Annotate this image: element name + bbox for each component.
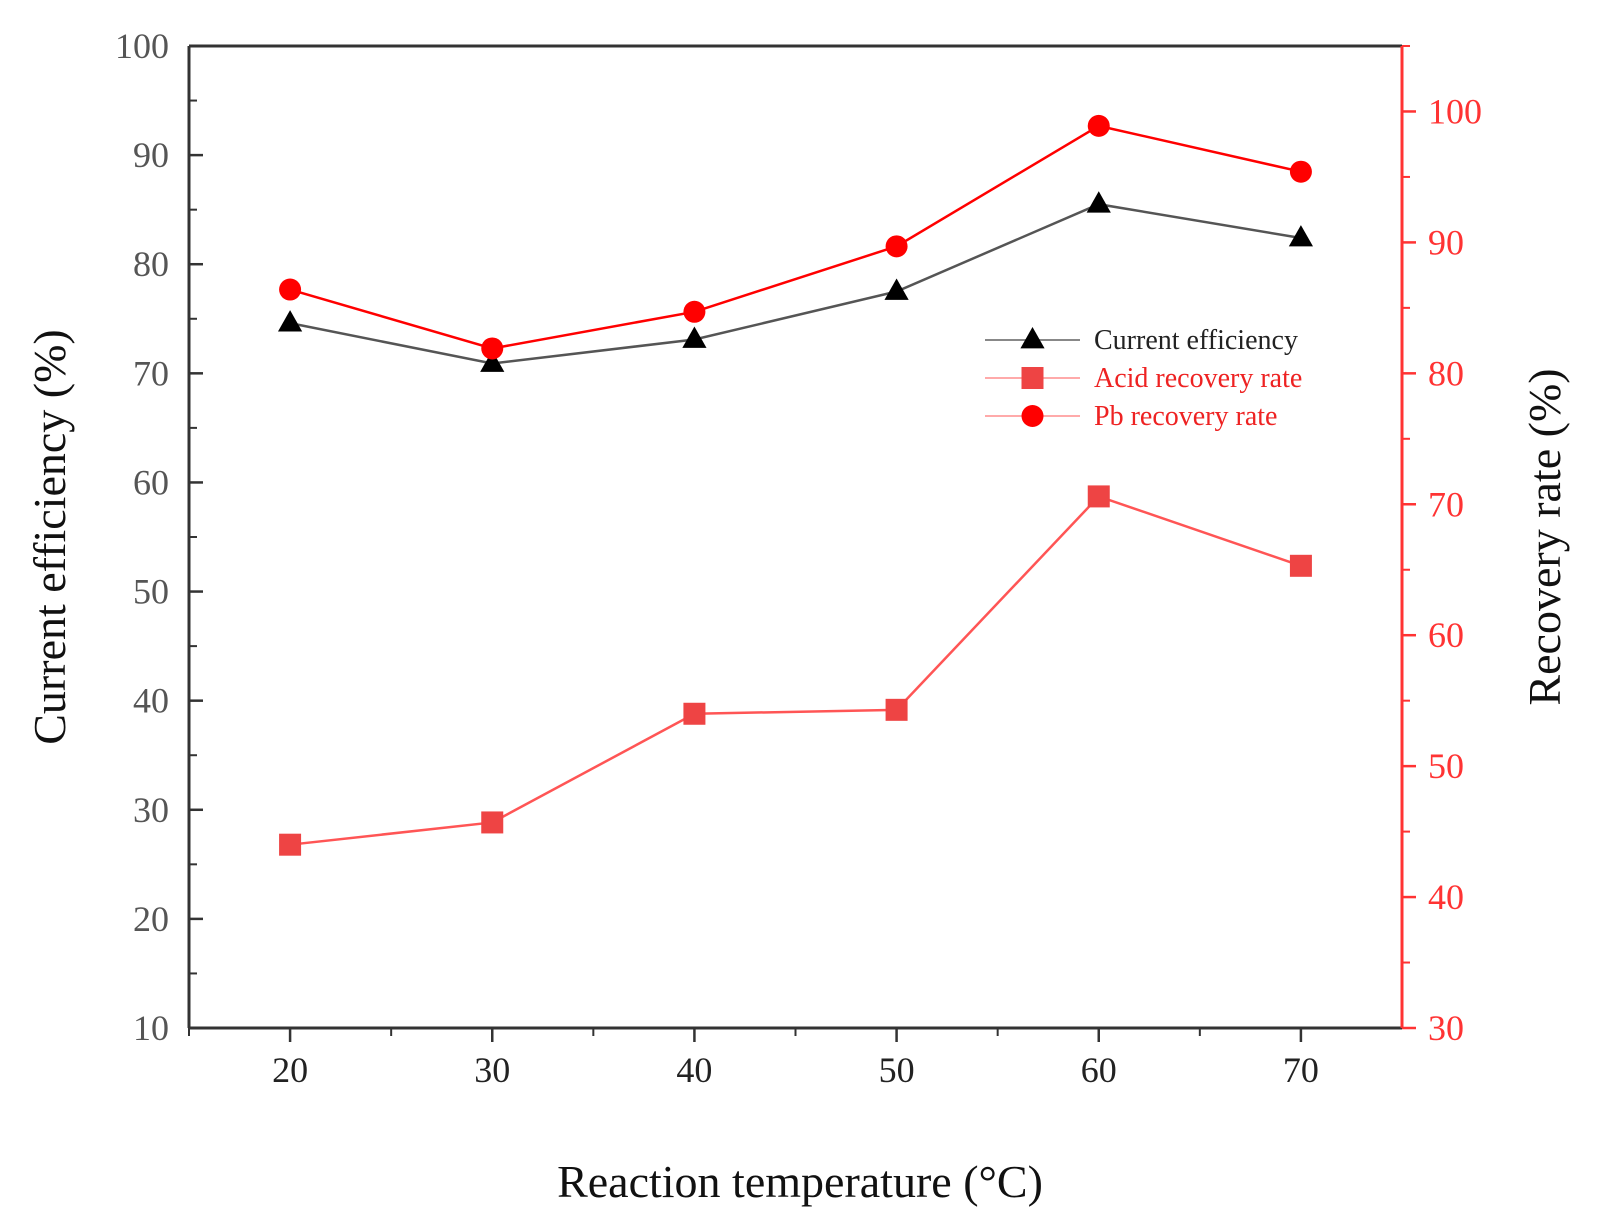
point-0-70 <box>1288 225 1314 247</box>
right-tick-label-50: 50 <box>1428 746 1464 786</box>
left-tick-label-70: 70 <box>133 353 169 393</box>
legend-label-2: Pb recovery rate <box>1094 401 1277 432</box>
point-1-70 <box>1289 554 1312 577</box>
left-tick-label-10: 10 <box>133 1008 169 1048</box>
point-2-60 <box>1087 114 1110 137</box>
point-2-30 <box>481 337 504 360</box>
y-axis-right-title: Recovery rate (%) <box>1519 368 1570 705</box>
series-line-0 <box>289 202 1302 365</box>
left-tick-label-40: 40 <box>133 681 169 721</box>
y-axis-left-title: Current efficiency (%) <box>24 329 75 745</box>
point-2-40 <box>683 300 706 323</box>
point-0-50 <box>884 278 909 300</box>
x-tick-label-70: 70 <box>1283 1050 1319 1090</box>
right-tick-label-90: 90 <box>1428 222 1464 262</box>
point-2-50 <box>885 235 908 258</box>
point-0-60 <box>1086 191 1111 213</box>
point-1-30 <box>481 811 504 834</box>
right-tick-label-100: 100 <box>1428 91 1482 131</box>
point-1-20 <box>279 833 302 856</box>
point-2-20 <box>279 278 302 301</box>
point-1-60 <box>1087 485 1110 508</box>
right-tick-label-60: 60 <box>1428 615 1464 655</box>
legend-marker-1 <box>1021 367 1044 389</box>
x-axis: 20 30 40 50 60 70 <box>188 1028 1319 1090</box>
point-1-50 <box>885 698 908 721</box>
left-tick-label-50: 50 <box>133 572 169 612</box>
legend-marker-0 <box>1020 327 1045 349</box>
point-2-70 <box>1289 160 1312 183</box>
point-1-40 <box>683 702 706 725</box>
x-tick-label-40: 40 <box>676 1050 712 1090</box>
legend-marker-2 <box>1021 405 1044 427</box>
left-tick-label-20: 20 <box>133 899 169 939</box>
series-line-2 <box>289 124 1302 350</box>
right-axis: 30 40 50 60 70 80 90 100 <box>1402 45 1482 1048</box>
x-axis-title: Reaction temperature (°C) <box>557 1156 1043 1207</box>
x-tick-label-60: 60 <box>1081 1050 1117 1090</box>
left-tick-label-30: 30 <box>133 790 169 830</box>
series-line-1 <box>289 494 1302 846</box>
left-tick-label-60: 60 <box>133 462 169 502</box>
x-tick-label-20: 20 <box>272 1050 308 1090</box>
legend-label-1: Acid recovery rate <box>1094 363 1302 394</box>
right-tick-label-80: 80 <box>1428 353 1464 393</box>
series-layer <box>277 114 1314 856</box>
left-tick-label-90: 90 <box>133 135 169 175</box>
point-0-30 <box>480 350 505 372</box>
point-0-40 <box>682 326 707 348</box>
right-tick-label-70: 70 <box>1428 484 1464 524</box>
right-tick-label-30: 30 <box>1428 1008 1464 1048</box>
legend: Current efficiency Acid recovery rate Pb r… <box>985 325 1302 432</box>
left-tick-label-100: 100 <box>115 26 169 66</box>
x-tick-label-50: 50 <box>879 1050 915 1090</box>
x-tick-label-30: 30 <box>474 1050 510 1090</box>
left-tick-label-80: 80 <box>133 244 169 284</box>
point-0-20 <box>277 310 303 332</box>
right-tick-label-40: 40 <box>1428 877 1464 917</box>
left-axis: 10 20 30 40 50 60 70 80 90 100 <box>115 26 203 1048</box>
legend-label-0: Current efficiency <box>1094 325 1298 356</box>
